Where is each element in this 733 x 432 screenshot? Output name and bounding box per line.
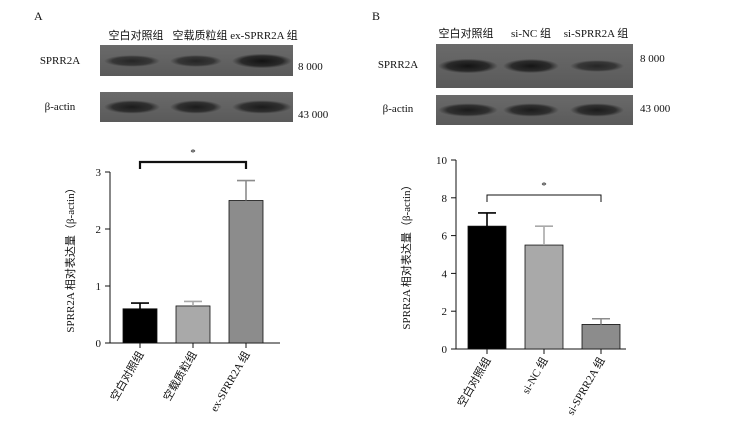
y-tick-label: 0 xyxy=(442,344,448,356)
x-tick-label: si-NC 组 xyxy=(518,355,550,397)
blot-a-row-size: 43 000 xyxy=(298,109,329,121)
blot-band xyxy=(503,103,559,117)
bar xyxy=(467,225,507,350)
blot-a-lane-label: 空载质粒组 xyxy=(173,28,228,42)
y-tick-label: 3 xyxy=(96,167,102,179)
blot-band xyxy=(170,55,222,67)
significance-bracket xyxy=(486,194,602,202)
x-tick-label: 空白对照组 xyxy=(107,349,147,404)
y-tick-label: 8 xyxy=(442,193,448,205)
blot-a-lane-label: ex-SPRR2A 组 xyxy=(230,28,298,42)
blot-band xyxy=(570,60,624,72)
panel-b-letter: B xyxy=(372,9,380,23)
blot-a-row-label: β-actin xyxy=(45,101,76,113)
blot-b-lane-label: si-NC 组 xyxy=(511,26,551,40)
y-tick-label: 4 xyxy=(442,268,448,280)
panel-b: B 空白对照组 si-NC 组 si-SPRR2A 组 SPRR2A β-act… xyxy=(372,9,671,417)
bar xyxy=(524,244,564,350)
significance-bracket xyxy=(138,160,248,169)
x-tick-label: 空载质粒组 xyxy=(160,349,200,404)
y-tick-label: 2 xyxy=(442,306,448,318)
y-axis-label: SPRR2A 相对表达量（β-actin） xyxy=(63,182,77,332)
blot-band xyxy=(503,58,559,74)
blot-band xyxy=(438,103,498,117)
panel-a: A 空白对照组 空载质粒组 ex-SPRR2A 组 SPRR2A β-actin… xyxy=(34,9,329,414)
blot-b-lane-label: si-SPRR2A 组 xyxy=(564,26,629,40)
blot-b-row-label: β-actin xyxy=(383,103,414,115)
blot-band xyxy=(570,103,624,117)
blot-a-row-label: SPRR2A xyxy=(40,55,80,67)
blot-band xyxy=(438,58,498,74)
blot-b-row-size: 43 000 xyxy=(640,103,671,115)
blot-b-lane-label: 空白对照组 xyxy=(439,26,494,40)
y-tick-label: 2 xyxy=(96,224,102,236)
blot-band xyxy=(104,100,160,114)
y-axis-label: SPRR2A 相对表达量（β-actin） xyxy=(399,179,413,329)
x-tick-label: ex-SPRR2A 组 xyxy=(207,349,253,414)
bar xyxy=(581,324,621,350)
bar xyxy=(228,200,264,344)
blot-band xyxy=(170,100,222,114)
blot-a-row-size: 8 000 xyxy=(298,61,323,73)
bar xyxy=(175,305,211,344)
blot-b-row-size: 8 000 xyxy=(640,53,665,65)
y-tick-label: 0 xyxy=(96,338,102,350)
y-tick-label: 6 xyxy=(442,231,448,243)
x-tick-label: 空白对照组 xyxy=(454,355,494,410)
y-tick-label: 1 xyxy=(96,281,102,293)
x-tick-label: si-SPRR2A 组 xyxy=(563,355,607,418)
panel-a-letter: A xyxy=(34,9,43,23)
blot-band xyxy=(232,100,292,114)
blot-b-row-label: SPRR2A xyxy=(378,59,418,71)
chart-a: 0 1 2 3 SPRR2A 相对表达量（β-actin） 空白对照组 空载质粒组 ex-SP… xyxy=(63,147,280,414)
blot-band xyxy=(104,55,160,67)
blot-band xyxy=(232,53,292,69)
blot-a-lane-label: 空白对照组 xyxy=(109,28,164,42)
significance-label: * xyxy=(190,147,196,159)
significance-label: * xyxy=(541,180,547,192)
chart-b: 0 2 4 6 8 10 SPRR2A 相对表达量（β-actin） 空白对照组 si-NC 组… xyxy=(399,155,626,417)
bar xyxy=(122,308,158,344)
y-tick-label: 10 xyxy=(436,155,448,167)
